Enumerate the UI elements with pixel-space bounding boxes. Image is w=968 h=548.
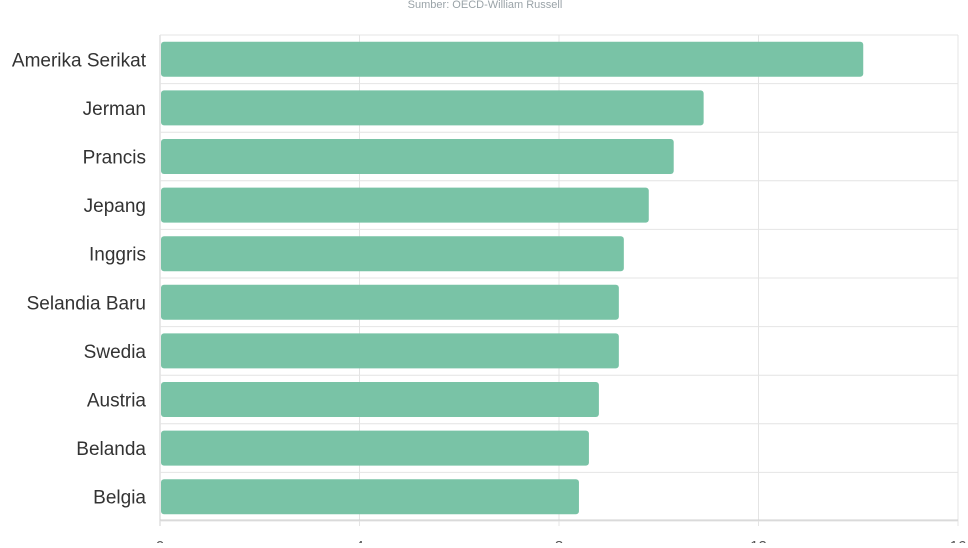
bar: [161, 41, 864, 77]
category-label: Inggris: [89, 245, 146, 266]
bar: [161, 333, 619, 369]
x-tick-label: 8: [555, 538, 563, 543]
bar: [161, 284, 619, 320]
category-label: Jerman: [83, 99, 146, 120]
category-label: Swedia: [84, 342, 147, 363]
grid-lines: [159, 34, 959, 526]
category-labels: Amerika Serikat Jerman Prancis Jepang Inggri…: [12, 50, 147, 508]
category-label: Prancis: [83, 148, 146, 169]
bar: [161, 479, 579, 515]
category-label: Jepang: [84, 196, 146, 217]
bars: [161, 41, 864, 515]
x-tick-labels: 0 4 8 12 16: [156, 538, 967, 548]
bar: [161, 187, 649, 223]
category-label: Selandia Baru: [27, 293, 146, 314]
x-tick-label: 16: [950, 538, 967, 543]
bar: [161, 382, 599, 417]
x-tick-label: 0: [156, 538, 164, 543]
bar: [161, 236, 624, 272]
category-label: Austria: [87, 391, 147, 412]
bar: [161, 430, 589, 466]
category-label: Belanda: [76, 439, 146, 460]
category-label: Belgia: [93, 488, 146, 509]
bar: [161, 139, 674, 174]
chart-source: Sumber: OECD-William Russell: [408, 0, 563, 11]
bar: [161, 90, 704, 126]
category-label: Amerika Serikat: [12, 50, 147, 71]
x-tick-label: 12: [750, 538, 767, 543]
x-tick-label: 4: [355, 538, 363, 543]
